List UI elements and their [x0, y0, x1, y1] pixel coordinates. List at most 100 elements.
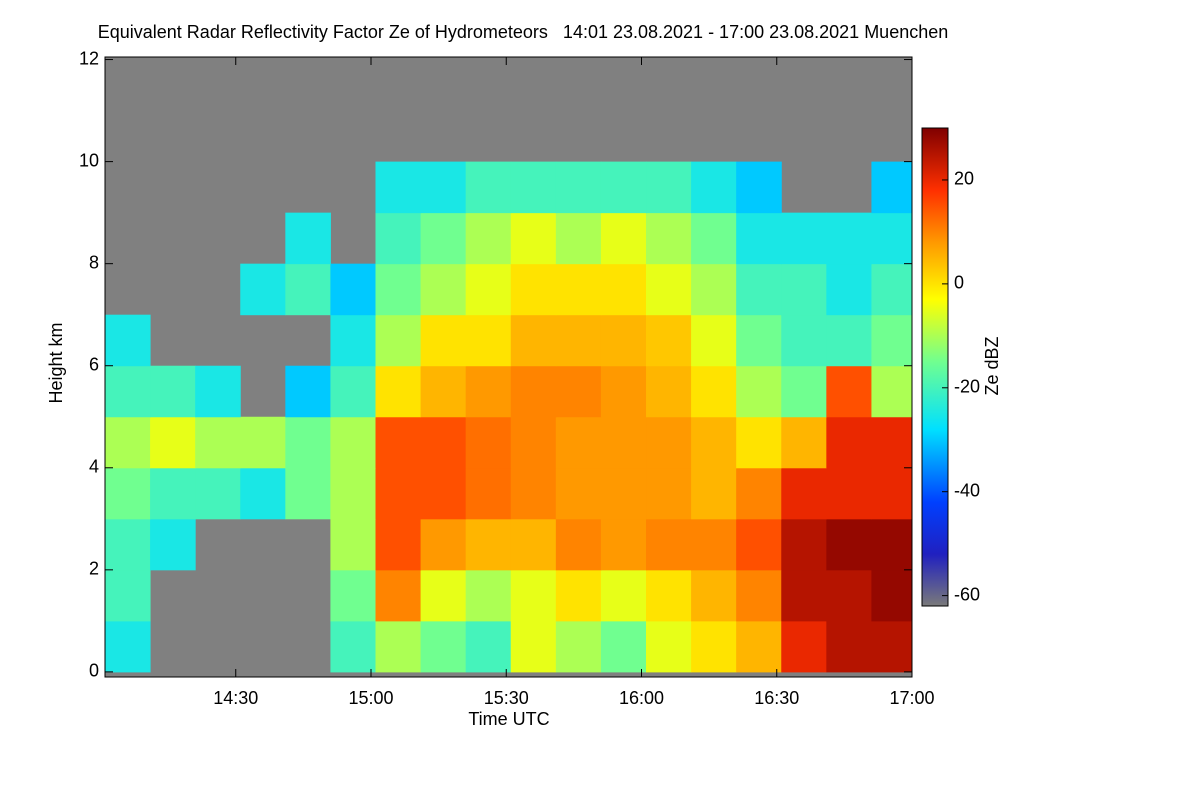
heatmap-cell [330, 365, 377, 418]
heatmap-cell [285, 416, 331, 469]
heatmap-cell [510, 212, 557, 265]
heatmap-cell [555, 263, 602, 316]
x-tick-label: 16:30 [754, 688, 799, 708]
plot-frame [104, 56, 913, 678]
heatmap-cell [646, 416, 692, 469]
heatmap-cell [871, 314, 913, 367]
y-tick-label: 12 [79, 48, 99, 68]
heatmap-cell [736, 263, 782, 316]
heatmap-cell [285, 467, 331, 520]
heatmap-cell [510, 365, 557, 418]
heatmap-cell [375, 161, 422, 214]
heatmap-cell [420, 416, 467, 469]
heatmap-cell [871, 620, 913, 673]
heatmap-cell [646, 161, 692, 214]
heatmap-cell [285, 365, 331, 418]
heatmap-cell [555, 467, 602, 520]
heatmap-cell [105, 467, 151, 520]
heatmap-cell [330, 416, 377, 469]
y-axis-label: Height km [46, 322, 66, 403]
heatmap-cell [420, 212, 467, 265]
heatmap-cell [330, 518, 377, 571]
heatmap-cell [691, 263, 737, 316]
heatmap-cell [375, 518, 422, 571]
heatmap-cell [510, 467, 557, 520]
x-tick-label: 16:00 [619, 688, 664, 708]
heatmap-cell [736, 365, 782, 418]
heatmap-cell [826, 314, 872, 367]
heatmap-cell [736, 467, 782, 520]
heatmap-cell [736, 620, 782, 673]
heatmap-cell [826, 365, 872, 418]
colorbar [921, 127, 949, 607]
heatmap-cell [736, 212, 782, 265]
heatmap-cell [330, 467, 377, 520]
heatmap-cell [150, 416, 196, 469]
heatmap-cell [646, 314, 692, 367]
heatmap-cell [465, 467, 512, 520]
heatmap-cell [195, 416, 241, 469]
heatmap-cell [646, 569, 692, 622]
heatmap-cell [375, 416, 422, 469]
heatmap-cell [781, 263, 827, 316]
heatmap-cell [691, 161, 737, 214]
heatmap-cell [375, 467, 422, 520]
heatmap-cell [555, 365, 602, 418]
heatmap-cell [555, 314, 602, 367]
heatmap-cell [600, 518, 647, 571]
heatmap-cell [150, 518, 196, 571]
heatmap-cell [420, 467, 467, 520]
heatmap-cell [691, 467, 737, 520]
heatmap-cell [600, 314, 647, 367]
heatmap-cell [646, 518, 692, 571]
colorbar-label: Ze dBZ [982, 336, 1002, 395]
heatmap-cell [330, 569, 377, 622]
y-tick-label: 2 [89, 559, 99, 579]
heatmap-cell [420, 518, 467, 571]
heatmap-cell [555, 518, 602, 571]
heatmap-cell [465, 365, 512, 418]
heatmap-cell [555, 212, 602, 265]
chart-title: Equivalent Radar Reflectivity Factor Ze … [98, 22, 949, 42]
heatmap-cell [105, 416, 151, 469]
heatmap-cell [781, 416, 827, 469]
heatmap-cell [195, 365, 241, 418]
heatmap-cell [781, 467, 827, 520]
heatmap-cell [736, 314, 782, 367]
heatmap-cell [826, 518, 872, 571]
y-tick-label: 4 [89, 457, 99, 477]
y-tick-label: 6 [89, 354, 99, 374]
heatmap-cell [150, 467, 196, 520]
heatmap-cell [465, 263, 512, 316]
heatmap-cell [871, 569, 913, 622]
heatmap-cell [510, 620, 557, 673]
heatmap-cell [465, 569, 512, 622]
heatmap-cell [105, 620, 151, 673]
heatmap-cell [600, 263, 647, 316]
heatmap-cell [871, 365, 913, 418]
heatmap-cell [555, 416, 602, 469]
heatmap-cell [105, 569, 151, 622]
heatmap-cell [240, 467, 286, 520]
colorbar-tick-label: 20 [954, 169, 974, 189]
heatmap-cell [375, 365, 422, 418]
heatmap-cell [736, 416, 782, 469]
heatmap-cell [871, 161, 913, 214]
colorbar-tick-label: -60 [954, 584, 980, 604]
heatmap-cell [646, 365, 692, 418]
heatmap-cell [826, 263, 872, 316]
heatmap-cell [600, 620, 647, 673]
heatmap-cell [826, 212, 872, 265]
heatmap-cell [736, 569, 782, 622]
colorbar-tick-label: -20 [954, 377, 980, 397]
heatmap-cell [691, 212, 737, 265]
heatmap-cell [826, 620, 872, 673]
colorbar-tick-label: -40 [954, 480, 980, 500]
heatmap-cell [826, 416, 872, 469]
heatmap-cell [555, 620, 602, 673]
heatmap-cell [105, 314, 151, 367]
heatmap-cell [510, 161, 557, 214]
heatmap-cell [600, 161, 647, 214]
heatmap-cell [375, 263, 422, 316]
